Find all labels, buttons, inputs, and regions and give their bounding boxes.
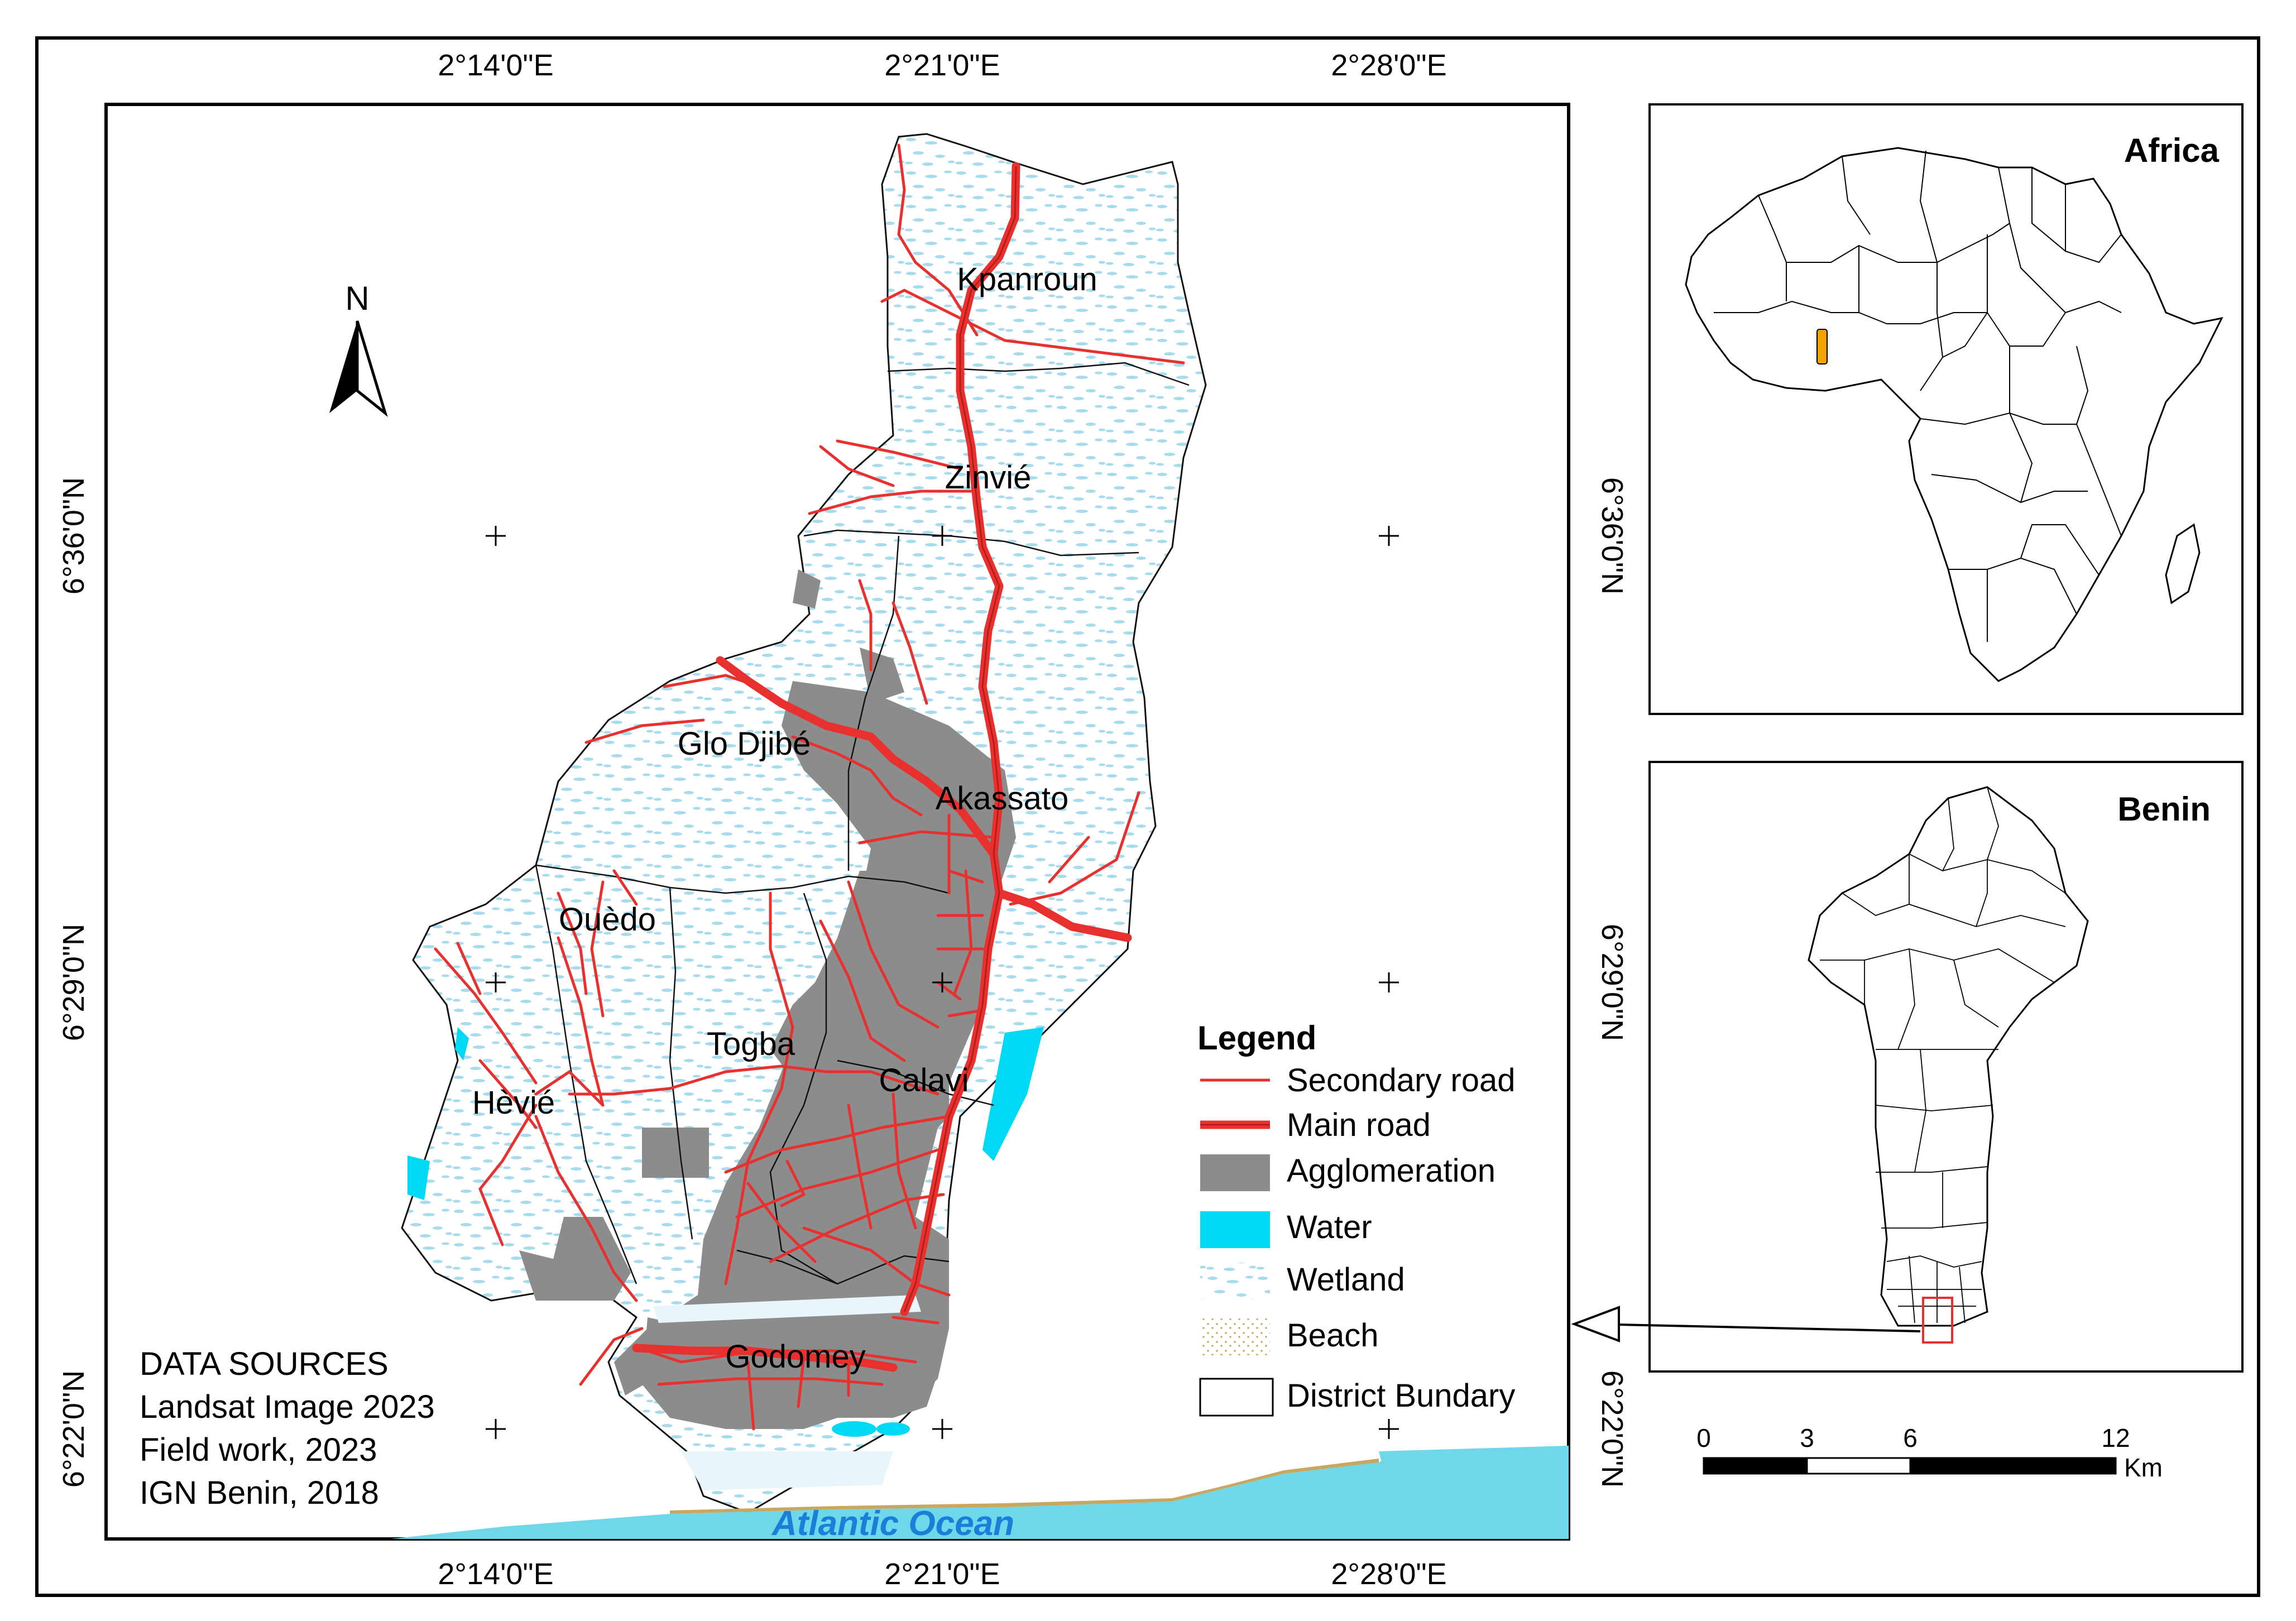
right-tick-label: 6°22'0"N [1595, 1370, 1629, 1488]
district-label-zinvie: Zinvié [945, 459, 1032, 496]
scale-segment [1909, 1457, 2117, 1475]
legend-label: Wetland [1287, 1262, 1405, 1298]
data-sources-title: DATA SOURCES [140, 1346, 389, 1382]
scale-tick-label: 12 [2101, 1423, 2130, 1452]
bottom-tick-label: 2°28'0"E [1331, 1557, 1446, 1591]
legend-label: Secondary road [1287, 1062, 1515, 1099]
legend-label: Main road [1287, 1107, 1431, 1143]
main-roads-core [903, 166, 1017, 1312]
water-bodies [408, 1027, 1044, 1437]
locator-arrow-icon [1571, 1306, 1620, 1342]
district-label-ouedo: Ouèdo [559, 901, 656, 938]
beach-strip [670, 1459, 1379, 1514]
ocean-label: Atlantic Ocean [771, 1504, 1014, 1543]
graticule-crosses [486, 526, 1399, 1439]
left-tick-label: 6°29'0"N [57, 924, 90, 1041]
district-label-akassato: Akassato [936, 780, 1069, 817]
left-tick-label: 6°36'0"N [57, 477, 90, 594]
data-source-line: IGN Benin, 2018 [140, 1475, 379, 1511]
district-label-togba: Togba [707, 1026, 795, 1062]
north-label: N [345, 280, 369, 317]
study-area-locator [1922, 1297, 1953, 1344]
scale-tick-label: 6 [1903, 1423, 1918, 1452]
scale-tick-label: 0 [1696, 1423, 1711, 1452]
africa-continent [1685, 147, 2223, 682]
top-tick-label: 2°14'0"E [438, 49, 553, 82]
scale-bar: 0 3 6 12 Km [1696, 1423, 2163, 1482]
district-label-calavi: Calavi [879, 1062, 969, 1099]
legend-symbol-water [1200, 1211, 1270, 1248]
legend-symbol-beach [1200, 1318, 1270, 1355]
outer-frame [35, 36, 2260, 1597]
benin-highlight [1816, 329, 1828, 365]
africa-borders [1714, 150, 2122, 642]
legend-label: Water [1287, 1209, 1372, 1245]
locator-arrow-line [1618, 1323, 1921, 1332]
district-label-godomey: Godomey [725, 1339, 865, 1375]
legend-symbol-wetland [1200, 1263, 1270, 1299]
top-tick-label: 2°28'0"E [1331, 49, 1446, 82]
data-source-line: Landsat Image 2023 [140, 1389, 435, 1425]
inset-benin: Benin [1571, 761, 2244, 1373]
bottom-tick-label: 2°14'0"E [438, 1557, 553, 1591]
data-source-line: Field work, 2023 [140, 1432, 377, 1468]
data-sources: DATA SOURCES Landsat Image 2023 Field wo… [140, 1346, 435, 1511]
scale-segment [1703, 1457, 1808, 1475]
right-tick-label: 6°29'0"N [1595, 924, 1629, 1041]
scale-segment [1806, 1457, 1911, 1475]
madagascar [2165, 523, 2201, 605]
top-tick-label: 2°21'0"E [884, 49, 1000, 82]
coastal-lagoon [1379, 1446, 1569, 1485]
coastal-wetland-bands [653, 1295, 921, 1490]
main-map: 2°14'0"E 2°21'0"E 2°28'0"E 2°14'0"E 2°21… [57, 49, 1629, 1591]
left-tick-label: 6°22'0"N [57, 1370, 90, 1488]
inset-africa-title: Africa [2124, 132, 2220, 169]
north-arrow-icon [329, 321, 357, 413]
legend-label: Agglomeration [1287, 1153, 1495, 1189]
legend-symbol-district-boundary [1199, 1378, 1274, 1417]
legend-title: Legend [1197, 1019, 1316, 1057]
legend: Legend Secondary road Main road Agglomer… [1197, 1019, 1515, 1417]
district-label-glo-djibe: Glo Djibé [678, 726, 811, 762]
benin-country [1808, 786, 2089, 1327]
district-label-hevie: Hèvié [472, 1085, 555, 1121]
legend-label: Beach [1287, 1317, 1378, 1354]
district-label-kpanroun: Kpanroun [957, 261, 1097, 298]
inset-africa: Africa [1648, 103, 2244, 715]
scale-tick-label: 3 [1800, 1423, 1814, 1452]
secondary-roads [434, 143, 1185, 1431]
bottom-tick-label: 2°21'0"E [884, 1557, 1000, 1591]
right-tick-label: 6°36'0"N [1595, 477, 1629, 594]
inset-benin-title: Benin [2117, 790, 2211, 828]
legend-label: District Bundary [1287, 1378, 1515, 1414]
north-arrow: N [329, 280, 388, 417]
legend-symbol-agglomeration [1200, 1154, 1270, 1191]
scale-unit-label: Km [2124, 1453, 2163, 1482]
benin-communes [1820, 786, 2066, 1323]
atlantic-ocean [391, 1446, 1569, 1539]
